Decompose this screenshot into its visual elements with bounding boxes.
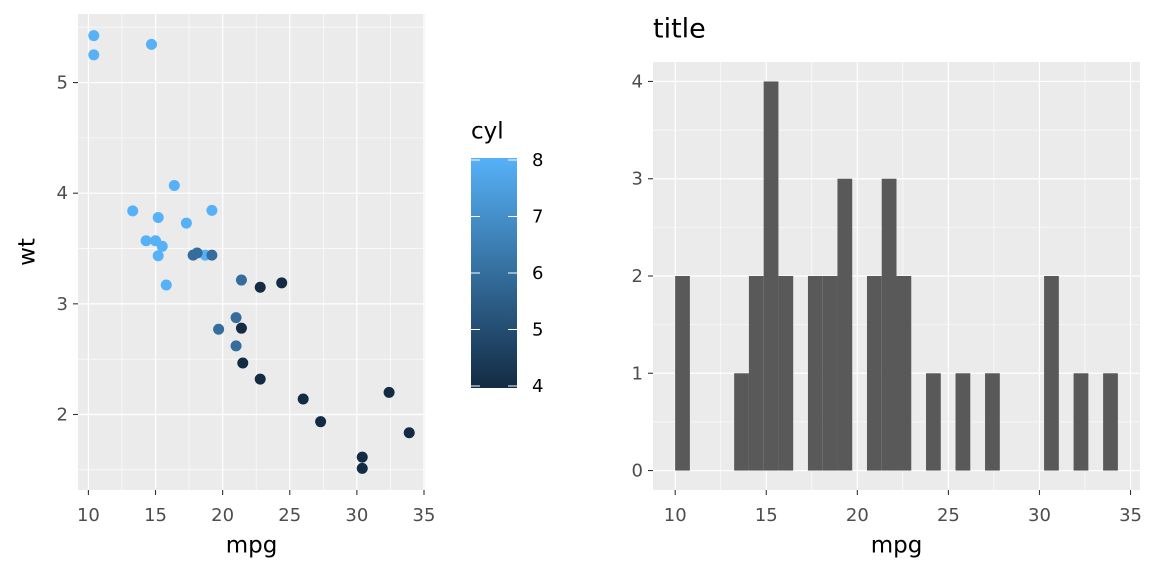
bar (896, 276, 912, 471)
y-tick-label: 3 (632, 169, 643, 190)
y-tick-label: 1 (632, 363, 643, 384)
point (206, 204, 218, 216)
point (230, 312, 242, 324)
bar (778, 276, 794, 471)
y-tick-label: 2 (632, 266, 643, 287)
bar (1044, 276, 1059, 471)
point (152, 212, 164, 224)
legend-label: 5 (532, 320, 543, 341)
legend-label: 6 (532, 263, 543, 284)
x-tick-label: 30 (1028, 505, 1051, 526)
point (145, 38, 157, 50)
bar (1103, 373, 1118, 471)
point (160, 279, 172, 291)
point (356, 451, 368, 463)
x-axis-label: mpg (226, 533, 278, 559)
x-tick-label: 25 (937, 505, 960, 526)
point (315, 416, 327, 428)
bar (881, 178, 897, 471)
bar (926, 373, 941, 471)
bar (866, 276, 882, 471)
panel-background (78, 14, 425, 490)
x-tick-label: 35 (1119, 505, 1142, 526)
chart-title: title (653, 14, 706, 45)
bar (985, 373, 1000, 471)
y-tick-label: 4 (57, 183, 68, 204)
bar (1073, 373, 1089, 471)
x-tick-label: 15 (144, 505, 167, 526)
bar (807, 276, 823, 471)
y-tick-label: 0 (632, 461, 643, 482)
x-tick-label: 15 (755, 505, 778, 526)
point (168, 179, 180, 191)
y-tick-label: 2 (57, 404, 68, 425)
point (254, 373, 266, 385)
x-tick-label: 30 (345, 505, 368, 526)
y-tick-label: 3 (57, 294, 68, 315)
legend-title: cyl (471, 119, 504, 145)
bar (822, 276, 838, 471)
x-tick-label: 20 (211, 505, 234, 526)
point (383, 386, 395, 398)
legend-label: 7 (532, 207, 543, 228)
point (403, 427, 415, 439)
point (140, 235, 152, 247)
point (297, 393, 309, 405)
legend-label: 8 (532, 150, 543, 171)
point (180, 217, 192, 229)
bar (837, 178, 853, 471)
x-tick-label: 25 (278, 505, 301, 526)
point (237, 357, 249, 369)
bar (675, 276, 690, 471)
x-tick-label: 10 (664, 505, 687, 526)
y-tick-label: 4 (632, 71, 643, 92)
x-axis-label: mpg (871, 533, 923, 559)
point (88, 30, 100, 42)
point (235, 274, 247, 286)
x-tick-label: 35 (413, 505, 436, 526)
point (230, 340, 242, 352)
point (127, 205, 139, 217)
legend-label: 4 (532, 376, 543, 397)
point (150, 235, 162, 247)
point (206, 249, 218, 261)
y-tick-label: 5 (57, 73, 68, 94)
x-tick-label: 10 (77, 505, 100, 526)
point (254, 281, 266, 293)
x-tick-label: 20 (846, 505, 869, 526)
point (235, 322, 247, 334)
point (276, 277, 288, 289)
bar (748, 276, 764, 471)
bar (734, 373, 749, 471)
point (356, 462, 368, 474)
bar (955, 373, 971, 471)
bar (763, 81, 779, 471)
point (152, 250, 164, 262)
point (213, 323, 225, 335)
point (187, 249, 199, 261)
y-axis-label: wt (15, 238, 41, 266)
point (88, 49, 100, 61)
